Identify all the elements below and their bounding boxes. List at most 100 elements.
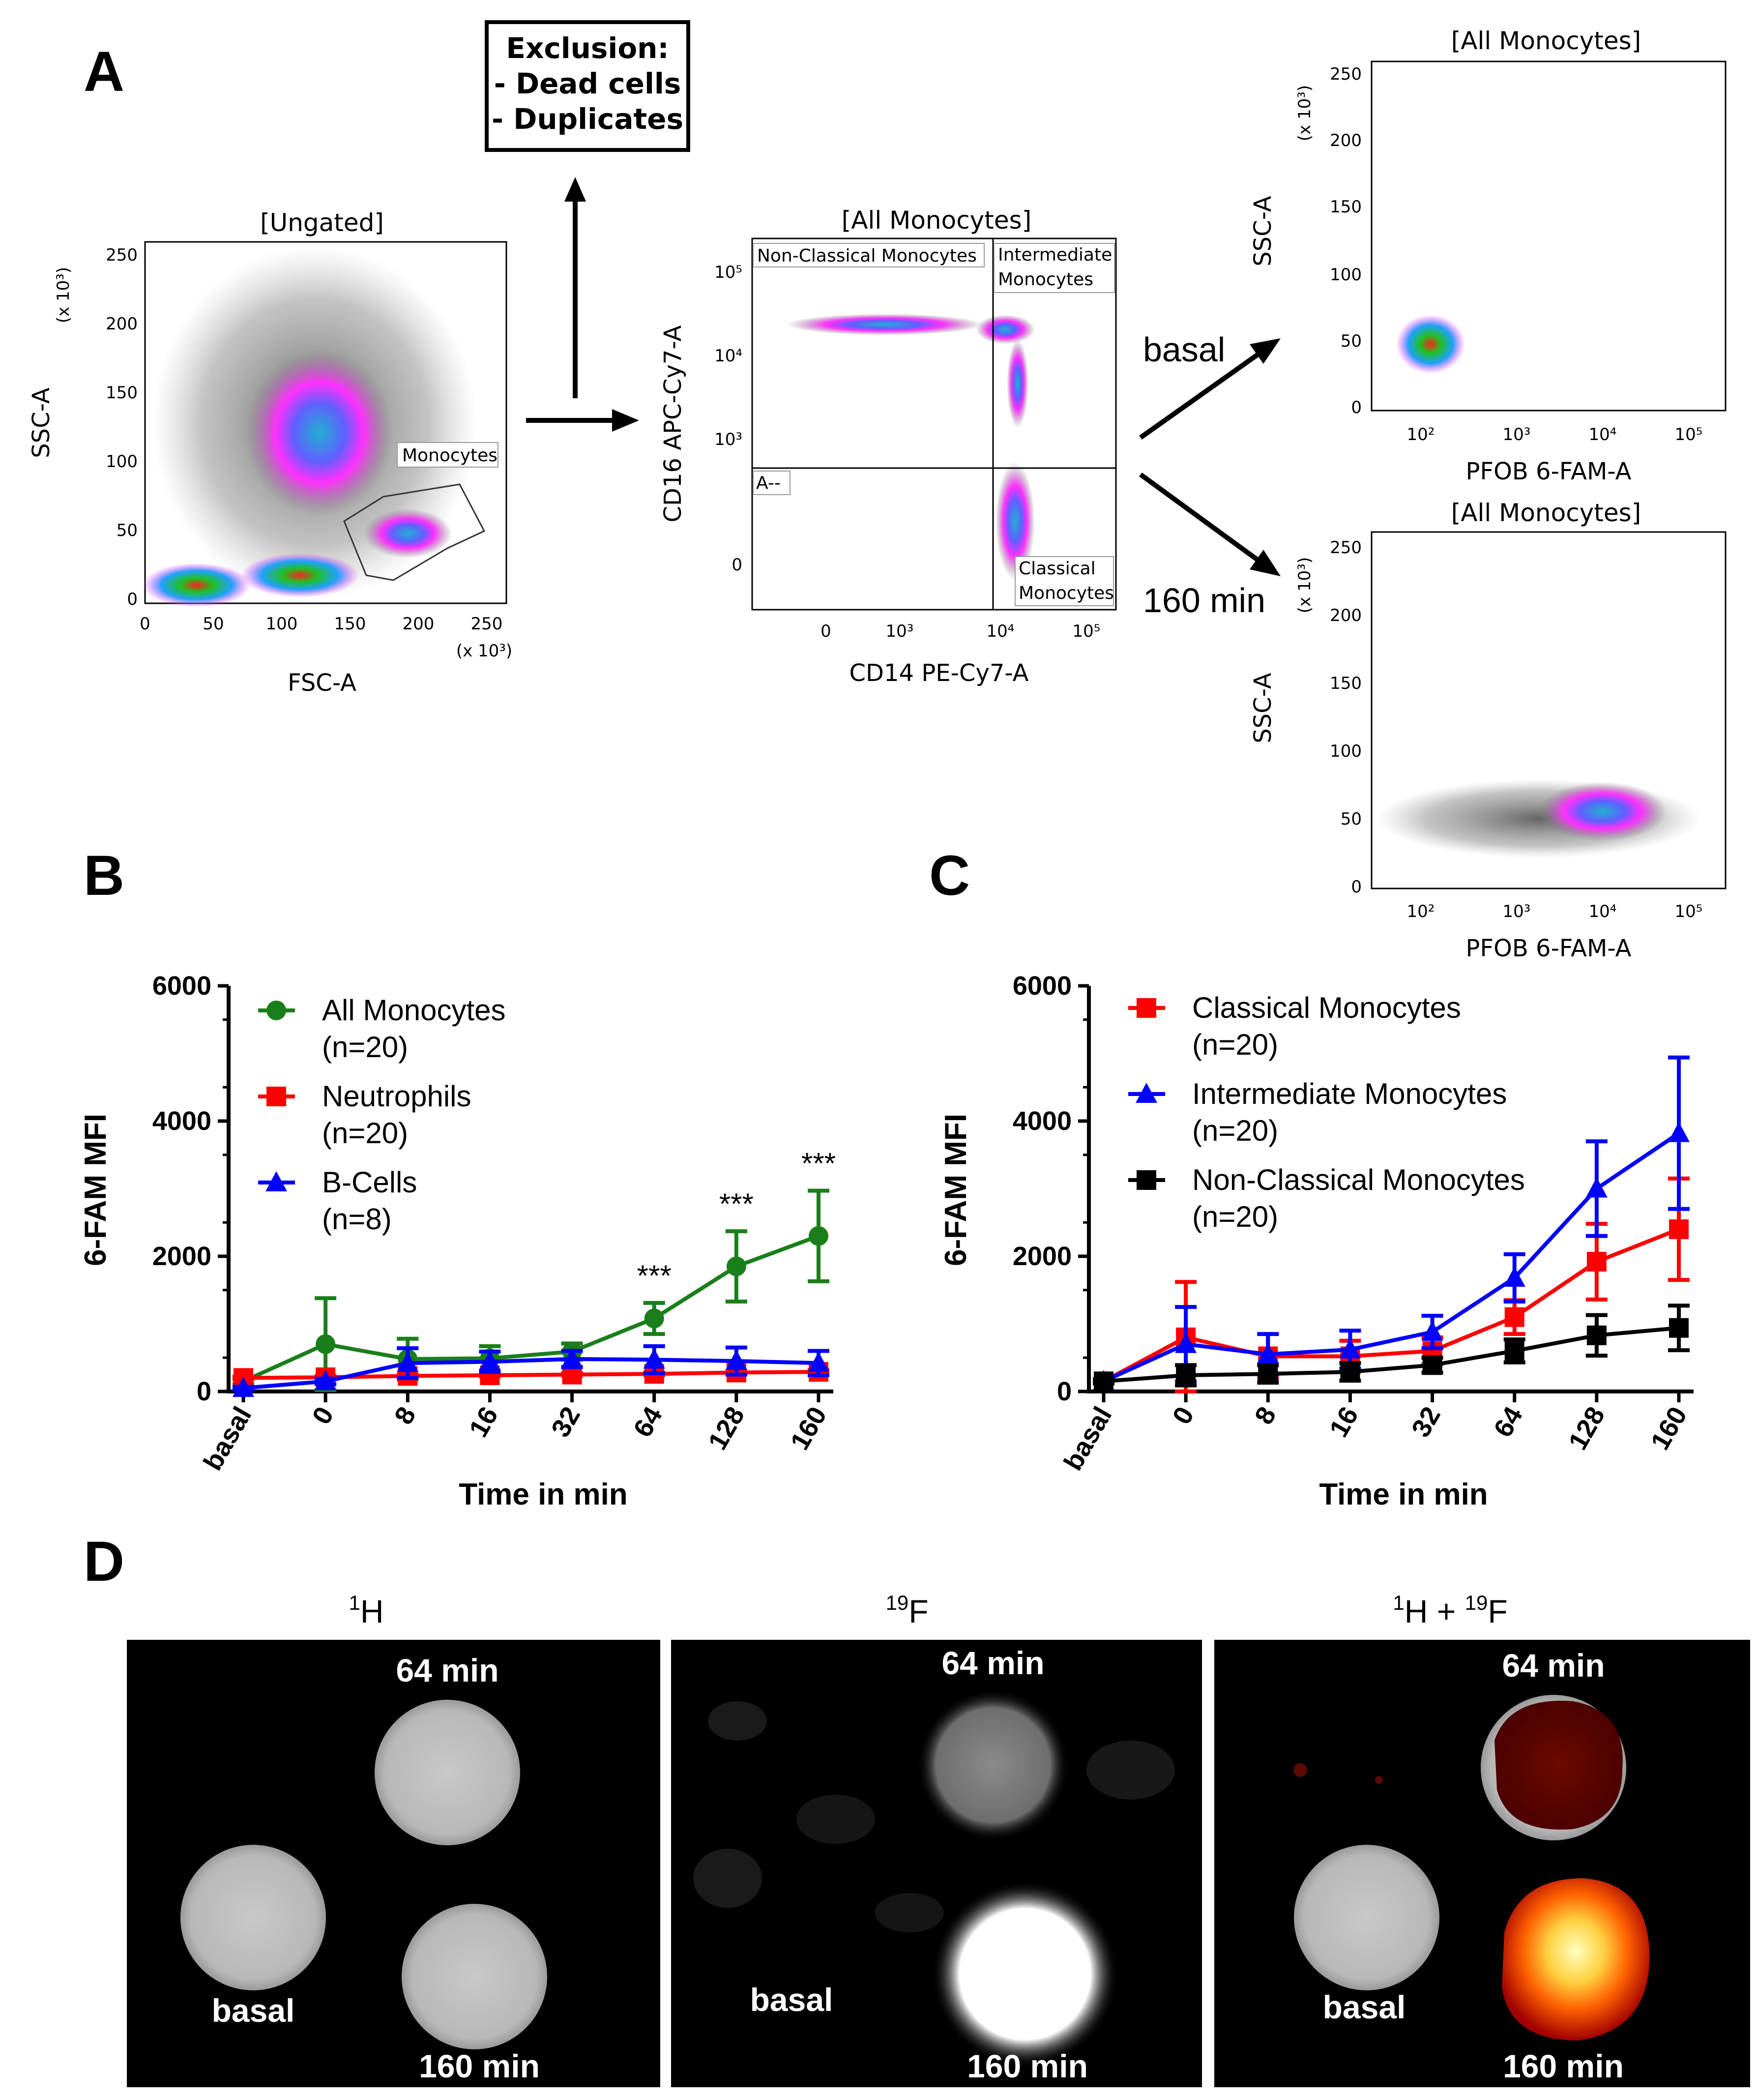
x-tick-label: 160 [1645, 1402, 1693, 1455]
sample-19f-160min [932, 1881, 1118, 2068]
panel-label-a: A [84, 40, 124, 103]
x-tick-label: 0 [307, 1402, 340, 1429]
ungated-xtick: 50 [203, 614, 224, 634]
series-classical-monocytes [1093, 1176, 1690, 1393]
mri-label-basal: basal [212, 1992, 295, 2029]
ungated-xunit: (x 10³) [456, 641, 512, 661]
min160-ytick: 50 [1341, 809, 1362, 829]
sample-64min [375, 1700, 520, 1845]
data-point [1175, 1332, 1197, 1353]
data-point [808, 1352, 829, 1372]
exclusion-dead-cells: - Dead cells [494, 67, 681, 100]
mri-image-19f: 64 min basal 160 min [671, 1640, 1202, 2087]
basal-ytick: 150 [1330, 197, 1362, 217]
data-point [809, 1226, 828, 1246]
mri-title-19f: 19F [885, 1591, 928, 1629]
legend-c-1-name: Intermediate Monocytes [1192, 1077, 1507, 1110]
legend-c-2-n: (n=20) [1192, 1200, 1278, 1233]
y-tick-label: 6000 [152, 971, 211, 1001]
ungated-ytick: 250 [106, 245, 138, 265]
min160-xtick: 10⁴ [1589, 902, 1617, 921]
quadrant-nonclassical: Non-Classical Monocytes [757, 246, 977, 266]
sample-160min [402, 1904, 547, 2049]
arrow-label-160min: 160 min [1143, 581, 1265, 620]
data-point [1504, 1341, 1524, 1361]
legend-c-0-n: (n=20) [1192, 1028, 1278, 1061]
legend-b-0-name: All Monocytes [322, 994, 505, 1027]
chart-b: Time in min 6-FAM MFI All Monocytes (n=2… [79, 971, 836, 1511]
data-point [479, 1350, 501, 1371]
quadrant-classical-2: Monocytes [1019, 583, 1114, 603]
chart-c: Time in min 6-FAM MFI Classical Monocyte… [939, 971, 1694, 1511]
flow-plot-160min: [All Monocytes] 10² 10³ 10⁴ 10⁵ 0 50 100… [1249, 499, 1727, 962]
data-point [1340, 1362, 1360, 1382]
overlay-basal [1294, 1845, 1439, 1990]
y-tick-label: 4000 [1013, 1106, 1072, 1136]
y-tick-label: 2000 [152, 1242, 211, 1271]
min160-yunit: (x 10³) [1295, 557, 1315, 613]
min160-xlabel: PFOB 6-FAM-A [1466, 935, 1632, 962]
basal-yunit: (x 10³) [1295, 85, 1315, 141]
monocytes-xtick: 10⁴ [987, 621, 1015, 641]
x-tick-label: basal [198, 1402, 257, 1476]
quadrant-intermediate: Intermediate [998, 245, 1112, 265]
quadrant-an: A-- [756, 473, 781, 493]
panel-label-c: C [929, 844, 970, 907]
mri-label-64min: 64 min [396, 1652, 498, 1688]
ungated-xlabel: FSC-A [288, 669, 356, 697]
mri-title-1h-19f: 1H + 19F [1393, 1591, 1507, 1629]
basal-population [1396, 315, 1465, 374]
ungated-yunit: (x 10³) [54, 267, 73, 323]
legend-marker [265, 1171, 287, 1191]
significance-marker: *** [801, 1147, 836, 1180]
chart-c-legend: Classical Monocytes (n=20) Intermediate … [1192, 991, 1525, 1233]
monocyte-gate [343, 483, 486, 581]
y-tick-label: 0 [1057, 1377, 1072, 1406]
chart-b-xlabel: Time in min [459, 1478, 627, 1511]
monocytes-ytick: 0 [732, 555, 742, 575]
ungated-ytick: 100 [106, 452, 138, 472]
ungated-gate-label: Monocytes [402, 445, 498, 466]
mri-19f-label-64min: 64 min [941, 1645, 1044, 1681]
legend-b-2-name: B-Cells [322, 1166, 417, 1199]
legend-b-1-n: (n=20) [322, 1117, 408, 1150]
data-point [397, 1352, 419, 1372]
data-point [1339, 1338, 1361, 1359]
ungated-ytick: 50 [117, 521, 138, 540]
series-line [1103, 1227, 1680, 1383]
basal-xtick: 10² [1407, 425, 1435, 444]
data-point [1669, 1219, 1689, 1239]
x-tick-label: 16 [1324, 1402, 1364, 1442]
mri-title-1h: 1H [349, 1591, 383, 1629]
min160-ytick: 100 [1330, 741, 1362, 761]
data-point [1422, 1355, 1442, 1375]
data-point [1504, 1307, 1524, 1327]
overlay-64min [1494, 1701, 1623, 1830]
arrow-160-head [1250, 550, 1281, 576]
legend-marker [1137, 1170, 1156, 1190]
mri-ov-label-basal: basal [1323, 1989, 1406, 2025]
monocytes-ytick: 10⁴ [714, 346, 742, 366]
data-point [644, 1308, 664, 1329]
x-tick-label: 8 [1249, 1402, 1282, 1429]
legend-marker [1136, 1083, 1157, 1103]
monocytes-xtick: 10³ [886, 621, 914, 641]
min160-ytick: 150 [1330, 674, 1362, 693]
arrow-up-head [564, 177, 586, 202]
quadrant-labels: Non-Classical Monocytes Intermediate Mon… [753, 243, 1115, 606]
series-line [1103, 1131, 1680, 1384]
quadrant-intermediate-2: Monocytes [998, 269, 1093, 290]
overlay-160min [1502, 1878, 1650, 2041]
min160-xtick: 10² [1407, 902, 1435, 921]
monocytes-xtick: 10⁵ [1073, 621, 1101, 641]
monocytes-ytick: 10⁵ [714, 263, 742, 282]
ungated-xtick: 250 [471, 614, 503, 634]
arrow-160 [1139, 472, 1260, 563]
data-point [643, 1348, 665, 1369]
legend-marker [266, 1001, 286, 1020]
sample-19f-64min [917, 1689, 1069, 1841]
basal-ytick: 0 [1351, 398, 1362, 417]
ungated-ylabel: SSC-A [28, 387, 55, 458]
legend-marker [1137, 998, 1156, 1018]
legend-c-1-n: (n=20) [1192, 1114, 1278, 1147]
